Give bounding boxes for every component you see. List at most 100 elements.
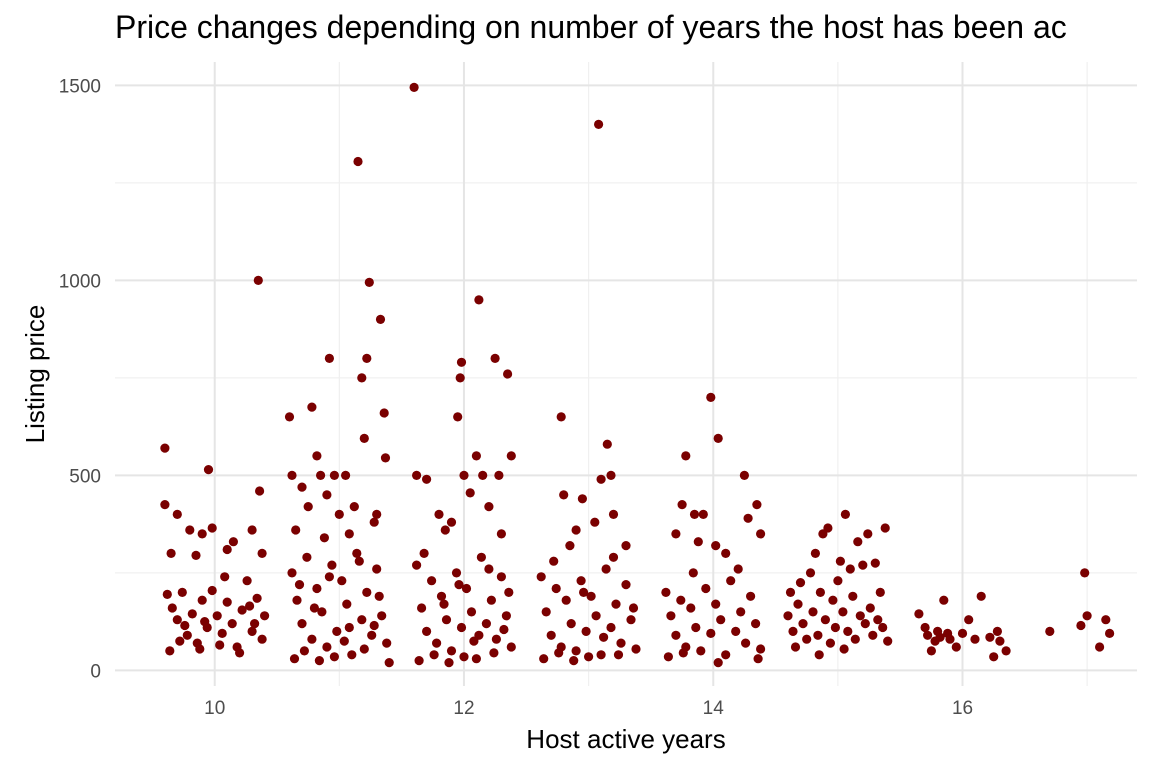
data-point — [434, 509, 444, 519]
data-point — [250, 619, 260, 629]
data-point — [294, 580, 305, 590]
data-point — [459, 470, 469, 480]
data-point — [706, 392, 716, 402]
data-point — [247, 626, 257, 637]
data-point — [1101, 615, 1111, 625]
data-point — [805, 568, 816, 578]
data-point — [823, 523, 833, 533]
data-point — [465, 488, 475, 498]
data-point — [302, 552, 312, 562]
data-point — [721, 548, 731, 559]
data-point — [455, 373, 465, 383]
data-point — [843, 626, 853, 637]
data-point — [863, 529, 873, 539]
data-point — [970, 634, 980, 644]
data-point — [342, 599, 352, 609]
data-point — [362, 587, 372, 598]
data-point — [839, 644, 849, 654]
data-point — [783, 611, 793, 621]
data-point — [329, 652, 339, 662]
data-point — [353, 156, 363, 167]
data-point — [444, 658, 454, 668]
data-point — [245, 601, 255, 611]
data-point — [324, 353, 334, 363]
data-point — [369, 620, 379, 631]
data-point — [354, 556, 364, 566]
data-point — [840, 509, 851, 519]
data-point — [367, 630, 377, 640]
data-point — [845, 564, 855, 574]
data-point — [820, 615, 831, 625]
data-point — [608, 552, 619, 562]
data-point — [561, 595, 571, 605]
data-point — [177, 587, 187, 598]
y-tick-label: 0 — [90, 661, 101, 682]
data-point — [785, 587, 796, 598]
data-point — [566, 619, 576, 629]
x-axis-title: Host active years — [526, 724, 725, 754]
data-point — [596, 650, 606, 660]
data-point — [1045, 626, 1055, 637]
data-point — [790, 642, 801, 652]
data-point — [951, 642, 961, 652]
data-point — [873, 615, 883, 625]
data-point — [880, 523, 890, 533]
data-point — [172, 509, 182, 519]
data-point — [439, 599, 449, 609]
data-point — [602, 439, 612, 449]
data-point — [713, 433, 723, 443]
data-point — [751, 619, 761, 629]
data-point — [195, 644, 205, 654]
data-point — [255, 486, 265, 496]
data-point — [372, 564, 382, 574]
data-point — [316, 470, 326, 480]
data-point — [599, 632, 609, 642]
data-point — [939, 595, 949, 605]
data-point — [590, 517, 600, 527]
data-point — [611, 599, 621, 609]
data-point — [549, 556, 559, 566]
data-point — [935, 632, 945, 642]
data-point — [995, 636, 1005, 646]
data-point — [162, 589, 172, 600]
data-point — [878, 622, 888, 633]
data-point — [499, 624, 509, 635]
data-point — [711, 541, 721, 551]
data-point — [253, 275, 263, 285]
data-point — [731, 626, 741, 637]
data-point — [576, 576, 586, 586]
data-point — [503, 369, 513, 379]
data-point — [501, 611, 511, 621]
data-point — [753, 654, 763, 664]
data-point — [541, 607, 551, 617]
data-point — [914, 609, 924, 619]
data-point — [303, 502, 313, 512]
data-point — [926, 646, 937, 656]
data-point — [569, 656, 579, 666]
data-point — [616, 638, 626, 648]
data-point — [451, 568, 462, 578]
data-point — [412, 470, 422, 480]
data-point — [440, 525, 450, 535]
data-point — [1080, 568, 1090, 578]
data-point — [698, 509, 708, 519]
data-point — [666, 611, 676, 621]
data-point — [489, 648, 499, 658]
data-point — [287, 470, 297, 480]
data-point — [317, 607, 327, 617]
data-point — [257, 634, 267, 644]
data-point — [571, 525, 581, 535]
data-point — [379, 408, 389, 418]
data-point — [584, 652, 594, 662]
data-point — [364, 277, 374, 287]
data-point — [1001, 646, 1011, 656]
data-point — [802, 634, 812, 644]
data-point — [384, 658, 394, 668]
data-point — [551, 583, 561, 594]
axis-labels: 10 12 14 16 0 500 1000 1500 — [59, 76, 973, 719]
data-point — [678, 648, 688, 658]
data-point — [554, 648, 564, 658]
data-point — [324, 572, 334, 582]
data-point — [1095, 642, 1105, 652]
